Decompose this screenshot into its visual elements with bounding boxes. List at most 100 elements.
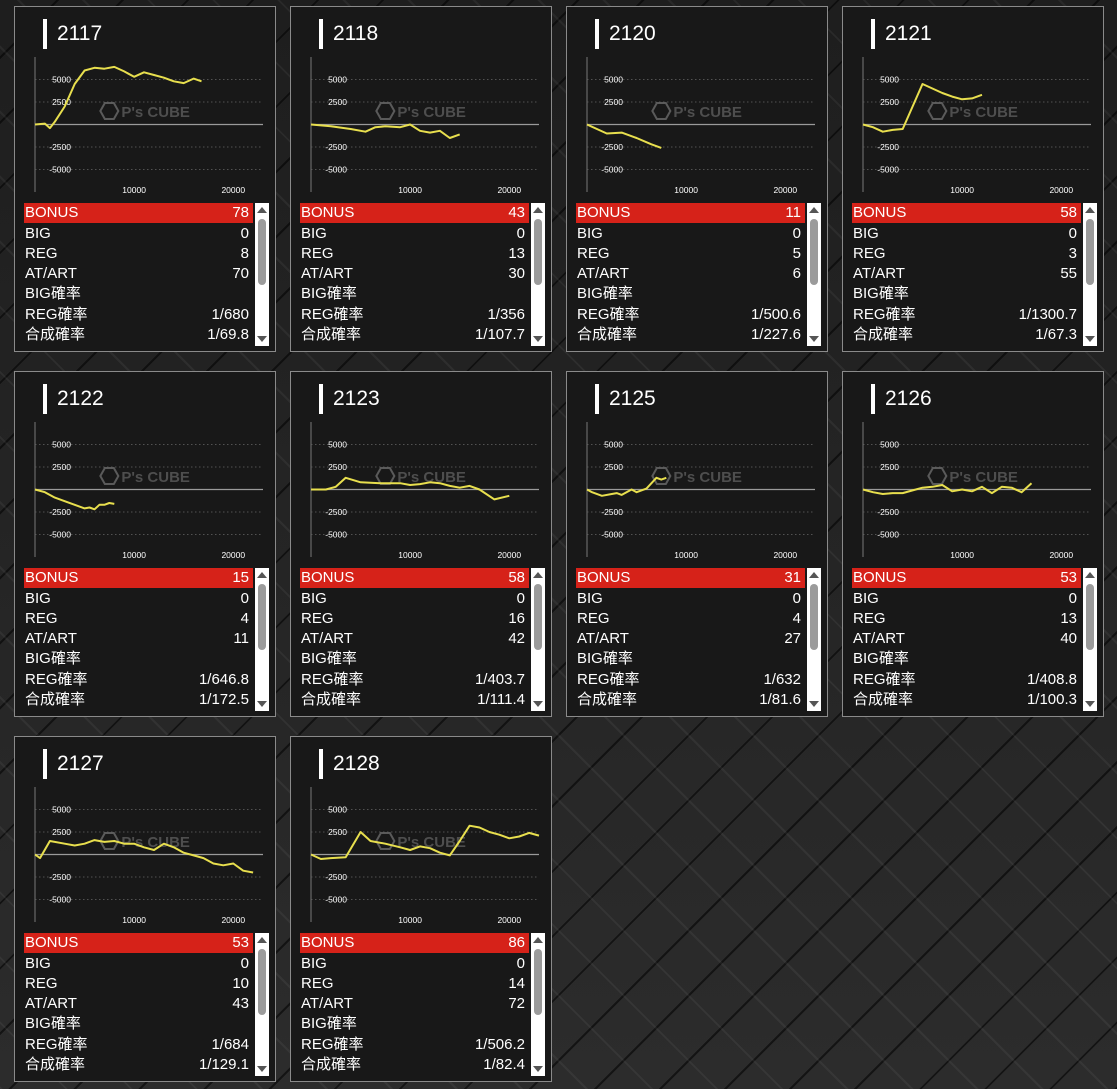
scroll-up-arrow-icon[interactable] [1085, 207, 1095, 213]
machine-panel[interactable]: 2126 P's CUBE 5000 2500 -2500 -5000 10000 20000… [842, 371, 1104, 717]
scroll-down-arrow-icon[interactable] [809, 336, 819, 342]
stats-scrollbar[interactable] [255, 568, 269, 711]
stat-row-bonus: BONUS 58 [852, 203, 1081, 223]
stat-row-reg-rate: REG確率 1/500.6 [576, 305, 805, 325]
stats-list[interactable]: BONUS 86 BIG 0 REG 14 AT/ART 72 BIG確率 REG確率 1/506.… [300, 933, 545, 1076]
stats-scrollbar[interactable] [255, 203, 269, 346]
machine-panel[interactable]: 2118 P's CUBE 5000 2500 -2500 -5000 10000 20000… [290, 6, 552, 352]
machine-panel[interactable]: 2125 P's CUBE 5000 2500 -2500 -5000 10000 20000… [566, 371, 828, 717]
stat-label: BONUS [25, 569, 79, 586]
stats-list[interactable]: BONUS 58 BIG 0 REG 3 AT/ART 55 BIG確率 REG確率 1/1300.… [852, 203, 1097, 346]
stat-label: AT/ART [853, 630, 905, 647]
machine-panel[interactable]: 2128 P's CUBE 5000 2500 -2500 -5000 10000 20000… [290, 736, 552, 1082]
x-tick-label: 10000 [950, 185, 974, 195]
stat-label: 合成確率 [853, 691, 914, 708]
watermark-text: P's CUBE [397, 104, 466, 121]
stats-list[interactable]: BONUS 53 BIG 0 REG 10 AT/ART 43 BIG確率 REG確率 1/684 合… [24, 933, 269, 1076]
scroll-down-arrow-icon[interactable] [257, 336, 267, 342]
scroll-up-arrow-icon[interactable] [533, 937, 543, 943]
machine-panel[interactable]: 2122 P's CUBE 5000 2500 -2500 -5000 10000 20000… [14, 371, 276, 717]
stat-value: 11 [233, 630, 249, 647]
machine-panel[interactable]: 2127 P's CUBE 5000 2500 -2500 -5000 10000 20000… [14, 736, 276, 1082]
stat-value: 1/227.6 [750, 326, 801, 343]
scroll-thumb[interactable] [534, 584, 542, 650]
scroll-thumb[interactable] [1086, 219, 1094, 285]
stat-label: REG [301, 975, 334, 992]
stats-scrollbar[interactable] [531, 203, 545, 346]
scroll-down-arrow-icon[interactable] [1085, 336, 1095, 342]
scroll-thumb[interactable] [258, 949, 266, 1015]
stats-scrollbar[interactable] [807, 203, 821, 346]
scroll-thumb[interactable] [258, 219, 266, 285]
scroll-thumb[interactable] [534, 219, 542, 285]
stat-row-bonus: BONUS 53 [852, 568, 1081, 588]
stats-scrollbar[interactable] [531, 568, 545, 711]
stat-label: AT/ART [301, 265, 353, 282]
stats-list[interactable]: BONUS 15 BIG 0 REG 4 AT/ART 11 BIG確率 REG確率 1/646.8… [24, 568, 269, 711]
stats-scrollbar[interactable] [1083, 568, 1097, 711]
stat-row-big: BIG 0 [576, 224, 805, 244]
scroll-up-arrow-icon[interactable] [257, 572, 267, 578]
scroll-down-arrow-icon[interactable] [257, 701, 267, 707]
scroll-thumb[interactable] [810, 584, 818, 650]
scroll-up-arrow-icon[interactable] [809, 207, 819, 213]
slump-series-line [34, 65, 202, 130]
stat-value: 6 [792, 265, 801, 282]
stats-list[interactable]: BONUS 53 BIG 0 REG 13 AT/ART 40 BIG確率 REG確率 1/408.… [852, 568, 1097, 711]
stats-scrollbar[interactable] [255, 933, 269, 1076]
machine-panel[interactable]: 2123 P's CUBE 5000 2500 -2500 -5000 10000 20000… [290, 371, 552, 717]
stats-list[interactable]: BONUS 58 BIG 0 REG 16 AT/ART 42 BIG確率 REG確率 1/403.… [300, 568, 545, 711]
stats-scrollbar[interactable] [1083, 203, 1097, 346]
stat-row-big-rate: BIG確率 [24, 649, 253, 669]
machine-panel[interactable]: 2120 P's CUBE 5000 2500 -2500 -5000 10000 20000… [566, 6, 828, 352]
scroll-up-arrow-icon[interactable] [533, 207, 543, 213]
y-tick-label: -2500 [877, 507, 899, 517]
scroll-thumb[interactable] [1086, 584, 1094, 650]
stat-value: 1/680 [211, 306, 249, 323]
stats-scrollbar[interactable] [531, 933, 545, 1076]
scroll-up-arrow-icon[interactable] [257, 207, 267, 213]
stats-list[interactable]: BONUS 11 BIG 0 REG 5 AT/ART 6 BIG確率 REG確率 1/500.6 合… [576, 203, 821, 346]
stat-row-reg-rate: REG確率 1/646.8 [24, 670, 253, 690]
stat-value: 1/111.4 [477, 691, 525, 708]
scroll-thumb[interactable] [534, 949, 542, 1015]
scroll-down-arrow-icon[interactable] [533, 1066, 543, 1072]
scroll-down-arrow-icon[interactable] [533, 336, 543, 342]
stat-row-bonus: BONUS 43 [300, 203, 529, 223]
y-tick-label: -5000 [49, 165, 71, 175]
stats-list[interactable]: BONUS 31 BIG 0 REG 4 AT/ART 27 BIG確率 REG確率 1/632 合成… [576, 568, 821, 711]
stat-row-big: BIG 0 [300, 954, 529, 974]
stats-scrollbar[interactable] [807, 568, 821, 711]
y-tick-label: -5000 [325, 165, 347, 175]
scroll-up-arrow-icon[interactable] [257, 937, 267, 943]
stat-value: 16 [508, 610, 525, 627]
stat-label: BIG [853, 590, 879, 607]
stat-row-bonus: BONUS 53 [24, 933, 253, 953]
stat-label: REG [301, 610, 334, 627]
stat-row-reg: REG 4 [576, 609, 805, 629]
stat-value: 86 [508, 934, 525, 951]
stat-row-reg-rate: REG確率 1/403.7 [300, 670, 529, 690]
y-tick-label: 2500 [880, 462, 899, 472]
stats-list[interactable]: BONUS 43 BIG 0 REG 13 AT/ART 30 BIG確率 REG確率 1/356 合… [300, 203, 545, 346]
scroll-down-arrow-icon[interactable] [533, 701, 543, 707]
scroll-up-arrow-icon[interactable] [533, 572, 543, 578]
y-tick-label: 2500 [604, 462, 623, 472]
stat-label: AT/ART [577, 630, 629, 647]
machine-panel[interactable]: 2121 P's CUBE 5000 2500 -2500 -5000 10000 20000… [842, 6, 1104, 352]
scroll-down-arrow-icon[interactable] [809, 701, 819, 707]
stat-value: 3 [1068, 245, 1077, 262]
scroll-down-arrow-icon[interactable] [257, 1066, 267, 1072]
stats-list[interactable]: BONUS 78 BIG 0 REG 8 AT/ART 70 BIG確率 REG確率 1/680 合成… [24, 203, 269, 346]
scroll-up-arrow-icon[interactable] [1085, 572, 1095, 578]
scroll-thumb[interactable] [258, 584, 266, 650]
y-tick-label: -2500 [325, 142, 347, 152]
scroll-up-arrow-icon[interactable] [809, 572, 819, 578]
y-tick-label: -5000 [49, 895, 71, 905]
scroll-thumb[interactable] [810, 219, 818, 285]
machine-panel[interactable]: 2117 P's CUBE 5000 2500 -2500 -5000 10000 20000… [14, 6, 276, 352]
slump-chart: P's CUBE 5000 2500 -2500 -5000 10000 20000 [310, 57, 539, 195]
stat-value: 43 [232, 995, 249, 1012]
x-tick-label: 10000 [950, 550, 974, 560]
scroll-down-arrow-icon[interactable] [1085, 701, 1095, 707]
